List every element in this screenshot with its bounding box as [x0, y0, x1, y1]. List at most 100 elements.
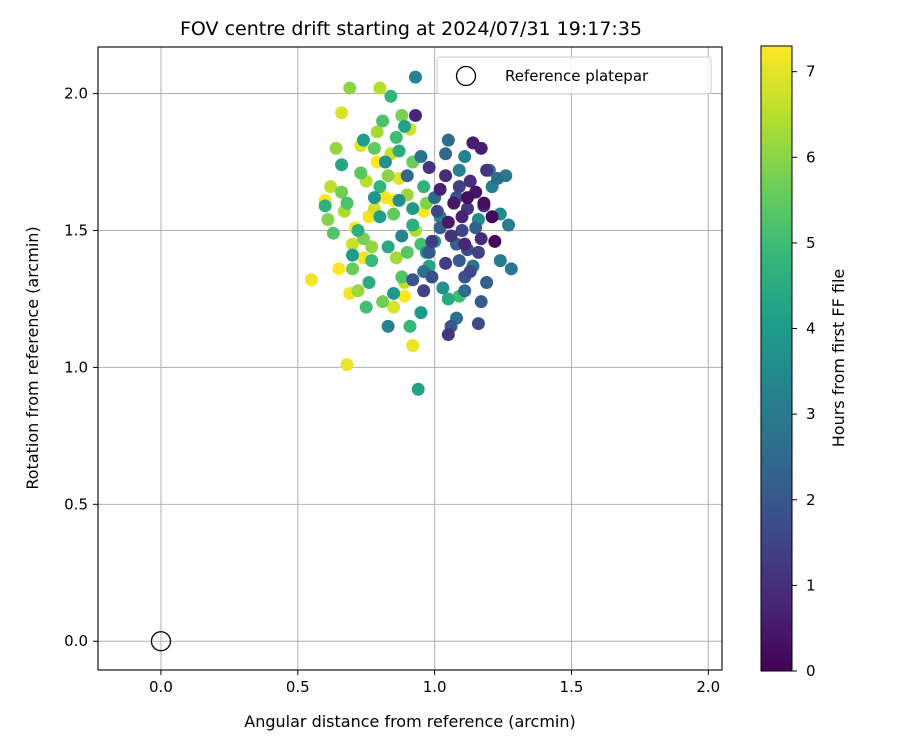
data-point	[335, 185, 349, 199]
data-point	[439, 256, 453, 270]
grid	[98, 47, 722, 670]
data-point	[491, 171, 505, 185]
data-point	[324, 180, 338, 194]
data-point	[332, 262, 346, 276]
data-point	[406, 218, 420, 232]
data-point	[439, 169, 453, 183]
data-point	[425, 234, 439, 248]
data-point	[455, 210, 469, 224]
data-point	[414, 306, 428, 320]
data-point	[362, 276, 376, 290]
y-tick-label: 2.0	[64, 85, 88, 103]
x-tick-label: 2.0	[696, 678, 720, 696]
data-point	[359, 300, 373, 314]
data-point	[365, 240, 379, 254]
data-point	[433, 182, 447, 196]
data-point	[400, 245, 414, 259]
data-point	[389, 251, 403, 265]
y-axis-ticks: 0.0 0.5 1.0 1.5 2.0	[64, 85, 98, 650]
data-point	[373, 210, 387, 224]
data-point	[422, 160, 436, 174]
colorbar-tick-label: 6	[806, 148, 816, 166]
data-points	[304, 70, 518, 396]
x-tick-label: 0.5	[286, 678, 310, 696]
data-point	[378, 155, 392, 169]
data-point	[384, 89, 398, 103]
data-point	[471, 317, 485, 331]
data-point	[480, 163, 494, 177]
data-point	[381, 240, 395, 254]
data-point	[414, 150, 428, 164]
data-point	[373, 180, 387, 194]
data-point	[392, 193, 406, 207]
data-point	[408, 70, 422, 84]
data-point	[398, 289, 412, 303]
data-point	[441, 292, 455, 306]
colorbar	[760, 45, 793, 672]
data-point	[387, 300, 401, 314]
data-point	[335, 106, 349, 120]
x-axis-ticks: 0.0 0.5 1.0 1.5 2.0	[149, 670, 720, 696]
data-point	[365, 254, 379, 268]
data-point	[441, 215, 455, 229]
data-point	[439, 147, 453, 161]
data-point	[474, 232, 488, 246]
data-point	[488, 234, 502, 248]
colorbar-ticks: 0 1 2 3 4 5 6 7	[792, 63, 816, 680]
data-point	[378, 191, 392, 205]
colorbar-label: Hours from first FF file	[829, 269, 848, 448]
data-point	[403, 319, 417, 333]
data-point	[408, 108, 422, 122]
y-axis-label: Rotation from reference (arcmin)	[23, 226, 42, 489]
data-point	[485, 210, 499, 224]
colorbar-tick-label: 4	[806, 320, 816, 338]
data-point	[502, 218, 516, 232]
data-point	[474, 295, 488, 309]
data-point	[422, 245, 436, 259]
data-point	[436, 281, 450, 295]
data-point	[463, 174, 477, 188]
data-point	[493, 254, 507, 268]
data-point	[387, 207, 401, 221]
reference-platepar-marker	[150, 631, 172, 652]
data-point	[406, 273, 420, 287]
data-point	[480, 276, 494, 290]
data-point	[367, 191, 381, 205]
colorbar-tick-label: 0	[806, 662, 816, 680]
data-point	[343, 81, 357, 95]
legend: Reference platepar	[436, 56, 712, 95]
data-point	[376, 114, 390, 128]
data-point	[441, 328, 455, 342]
data-point	[430, 204, 444, 218]
data-point	[452, 254, 466, 268]
data-point	[458, 237, 472, 251]
data-point	[452, 180, 466, 194]
colorbar-tick-label: 7	[806, 63, 816, 81]
data-point	[417, 180, 431, 194]
legend-marker	[455, 65, 477, 87]
chart-title: FOV centre drift starting at 2024/07/31 …	[180, 18, 642, 40]
data-point	[373, 81, 387, 95]
data-point	[463, 265, 477, 279]
colorbar-tick-label: 2	[806, 491, 816, 509]
data-point	[400, 169, 414, 183]
data-point	[469, 221, 483, 235]
data-point	[395, 108, 409, 122]
data-point	[455, 223, 469, 237]
data-point	[458, 284, 472, 298]
data-point	[406, 338, 420, 352]
data-point	[474, 141, 488, 155]
plot-frame	[97, 46, 723, 671]
data-point	[452, 163, 466, 177]
colorbar-tick-label: 3	[806, 405, 816, 423]
data-point	[381, 169, 395, 183]
data-point	[398, 119, 412, 133]
data-point	[321, 213, 335, 227]
data-point	[354, 166, 368, 180]
data-point	[340, 358, 354, 372]
x-tick-label: 0.0	[149, 678, 173, 696]
data-point	[346, 237, 360, 251]
data-point	[392, 144, 406, 158]
data-point	[340, 196, 354, 210]
